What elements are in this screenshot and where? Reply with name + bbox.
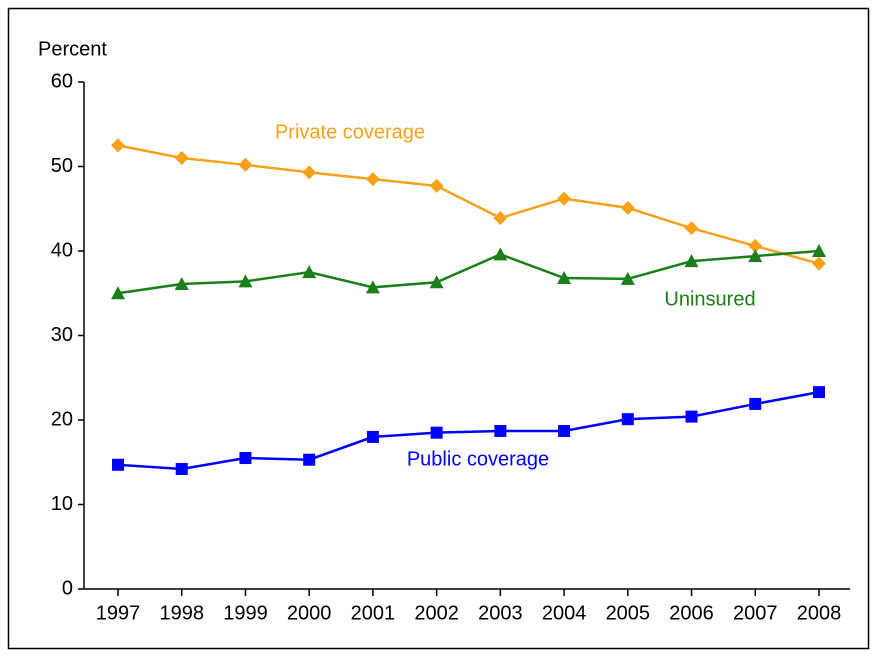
x-tick-label: 2001: [351, 602, 396, 624]
y-axis-label: Percent: [38, 38, 107, 60]
x-tick-label: 1997: [96, 602, 141, 624]
point: [494, 424, 507, 437]
x-tick-label: 2003: [478, 602, 523, 624]
x-tick-label: 1998: [159, 602, 204, 624]
point: [620, 271, 635, 285]
point: [365, 280, 380, 294]
series-line: [117, 390, 820, 471]
point: [493, 247, 508, 261]
point: [174, 276, 189, 290]
y-tick-label: 40: [51, 239, 73, 261]
series-line: [117, 144, 820, 265]
point: [812, 256, 826, 271]
point: [684, 221, 699, 236]
point: [111, 138, 125, 153]
series-line: [117, 249, 820, 295]
point: [302, 165, 317, 180]
x-tick-label: 2004: [542, 602, 587, 624]
y-tick-label: 20: [51, 408, 73, 430]
point: [365, 172, 380, 187]
y-tick-label: 0: [62, 577, 73, 599]
point: [749, 397, 762, 410]
point: [239, 452, 252, 465]
point: [813, 386, 825, 399]
point: [302, 265, 317, 279]
point: [238, 157, 253, 172]
series-label: Public coverage: [407, 448, 549, 470]
point: [430, 426, 443, 439]
point: [812, 244, 826, 257]
point: [111, 286, 125, 300]
y-tick-label: 60: [51, 70, 73, 92]
x-tick-label: 2007: [733, 602, 778, 624]
x-tick-label: 1999: [223, 602, 268, 624]
y-tick-label: 50: [51, 155, 73, 177]
point: [621, 413, 634, 426]
point: [748, 249, 763, 263]
point: [558, 424, 571, 437]
chart-frame: [7, 7, 870, 650]
x-tick-label: 2005: [606, 602, 651, 624]
series-label: Private coverage: [275, 121, 425, 143]
point: [174, 151, 189, 166]
point: [303, 453, 316, 466]
x-tick-label: 2002: [414, 602, 459, 624]
series-label: Uninsured: [664, 288, 755, 310]
point: [557, 191, 572, 206]
point: [620, 200, 635, 215]
point: [748, 238, 763, 253]
point: [429, 178, 444, 193]
x-tick-label: 2008: [797, 602, 842, 624]
y-tick-label: 10: [51, 493, 73, 515]
point: [112, 458, 124, 471]
point: [557, 271, 572, 285]
point: [175, 463, 188, 476]
x-tick-label: 2006: [669, 602, 714, 624]
y-tick-label: 30: [51, 324, 73, 346]
point: [685, 410, 698, 423]
point: [366, 430, 379, 443]
point: [238, 274, 253, 288]
point: [684, 254, 699, 268]
point: [429, 275, 444, 289]
x-tick-label: 2000: [287, 602, 332, 624]
point: [493, 211, 508, 226]
